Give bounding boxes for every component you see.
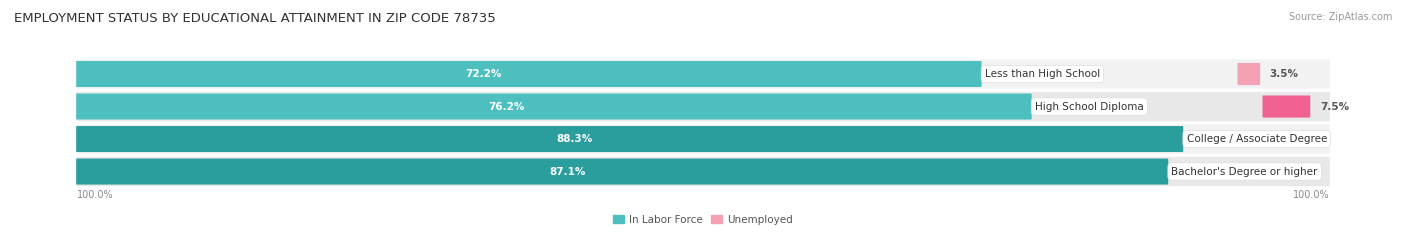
Text: 87.1%: 87.1% [550,167,586,177]
FancyBboxPatch shape [76,157,1330,186]
Text: College / Associate Degree: College / Associate Degree [1187,134,1327,144]
FancyBboxPatch shape [76,124,1330,154]
FancyBboxPatch shape [76,92,1330,121]
FancyBboxPatch shape [76,158,1168,185]
FancyBboxPatch shape [76,93,1032,120]
Text: 88.3%: 88.3% [557,134,592,144]
Legend: In Labor Force, Unemployed: In Labor Force, Unemployed [613,215,793,225]
FancyBboxPatch shape [76,61,981,87]
Text: Bachelor's Degree or higher: Bachelor's Degree or higher [1171,167,1317,177]
Text: 100.0%: 100.0% [77,190,114,200]
FancyBboxPatch shape [76,126,1184,152]
Text: 7.5%: 7.5% [1320,102,1348,112]
FancyBboxPatch shape [1237,63,1260,85]
Text: High School Diploma: High School Diploma [1035,102,1143,112]
FancyBboxPatch shape [76,59,1330,89]
Text: 76.2%: 76.2% [488,102,524,112]
Text: Source: ZipAtlas.com: Source: ZipAtlas.com [1288,12,1392,22]
Text: EMPLOYMENT STATUS BY EDUCATIONAL ATTAINMENT IN ZIP CODE 78735: EMPLOYMENT STATUS BY EDUCATIONAL ATTAINM… [14,12,496,25]
Text: 72.2%: 72.2% [465,69,502,79]
Text: Less than High School: Less than High School [984,69,1099,79]
Text: 100.0%: 100.0% [1292,190,1329,200]
Text: 3.5%: 3.5% [1270,69,1299,79]
FancyBboxPatch shape [1263,96,1310,118]
